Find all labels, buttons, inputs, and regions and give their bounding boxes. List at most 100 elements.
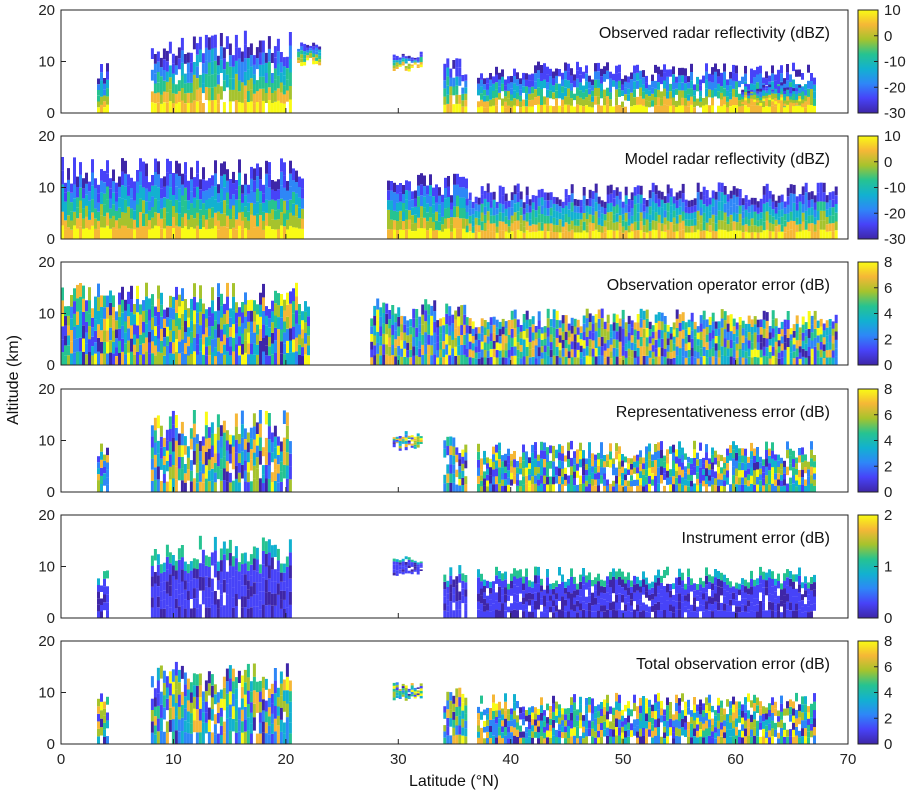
- heatmap-cell: [231, 55, 235, 67]
- heatmap-cell: [159, 76, 163, 86]
- heatmap-cell: [573, 74, 576, 81]
- heatmap-cell: [160, 198, 163, 209]
- heatmap-cell: [747, 100, 751, 104]
- heatmap-cell: [459, 228, 462, 239]
- heatmap-cell: [207, 459, 211, 471]
- heatmap-cell: [669, 205, 673, 214]
- heatmap-cell: [404, 440, 408, 444]
- heatmap-cell: [264, 93, 268, 103]
- heatmap-cell: [795, 91, 799, 94]
- heatmap-cell: [289, 160, 292, 174]
- heatmap-cell: [435, 220, 438, 230]
- heatmap-cell: [717, 485, 720, 492]
- heatmap-cell: [483, 206, 487, 215]
- heatmap-cell: [154, 326, 157, 336]
- heatmap-cell: [537, 206, 541, 215]
- heatmap-cell: [124, 321, 127, 333]
- heatmap-cell: [603, 329, 607, 337]
- heatmap-cell: [67, 227, 70, 239]
- heatmap-cell: [597, 309, 601, 319]
- heatmap-cell: [636, 339, 640, 348]
- heatmap-cell: [282, 464, 286, 479]
- heatmap-cell: [130, 208, 133, 219]
- heatmap-cell: [85, 205, 88, 217]
- heatmap-cell: [657, 198, 661, 207]
- heatmap-cell: [213, 482, 217, 492]
- colorbar-tick-label: 8: [884, 254, 892, 271]
- heatmap-cell: [477, 327, 481, 334]
- heatmap-cell: [198, 471, 202, 482]
- heatmap-cell: [127, 304, 130, 317]
- heatmap-cell: [265, 226, 268, 239]
- heatmap-cell: [180, 456, 184, 469]
- heatmap-cell: [168, 89, 172, 102]
- heatmap-cell: [225, 440, 229, 451]
- heatmap-cell: [241, 323, 244, 334]
- heatmap-cell: [678, 214, 682, 223]
- heatmap-cell: [441, 224, 444, 232]
- heatmap-cell: [133, 229, 136, 239]
- heatmap-cell: [606, 185, 610, 195]
- heatmap-cell: [402, 194, 405, 203]
- heatmap-cell: [588, 81, 591, 89]
- heatmap-cell: [615, 443, 618, 452]
- heatmap-cell: [312, 49, 316, 54]
- heatmap-cell: [606, 454, 609, 461]
- heatmap-cell: [789, 346, 793, 353]
- heatmap-cell: [771, 105, 774, 113]
- heatmap-cell: [151, 341, 154, 354]
- heatmap-cell: [450, 195, 453, 203]
- heatmap-cell: [576, 342, 580, 350]
- heatmap-cell: [528, 457, 531, 464]
- heatmap-cell: [238, 316, 241, 327]
- heatmap-cell: [645, 232, 649, 239]
- heatmap-cell: [816, 182, 820, 193]
- heatmap-cell: [522, 106, 525, 113]
- heatmap-cell: [207, 448, 211, 460]
- heatmap-cell: [267, 465, 271, 479]
- heatmap-cell: [552, 217, 556, 225]
- heatmap-cell: [465, 205, 469, 213]
- heatmap-cell: [726, 194, 730, 202]
- heatmap-cell: [510, 106, 513, 113]
- heatmap-cell: [130, 285, 133, 299]
- heatmap-cell: [540, 105, 543, 113]
- heatmap-cell: [549, 192, 553, 200]
- heatmap-cell: [747, 315, 751, 324]
- heatmap-cell: [735, 205, 739, 214]
- heatmap-cell: [771, 328, 775, 338]
- heatmap-cell: [621, 309, 625, 320]
- heatmap-cell: [214, 186, 217, 200]
- heatmap-cell: [771, 310, 775, 320]
- heatmap-cell: [85, 311, 88, 322]
- heatmap-cell: [789, 193, 793, 203]
- heatmap-cell: [771, 231, 775, 239]
- heatmap-cell: [307, 316, 310, 326]
- heatmap-cell: [768, 345, 772, 352]
- heatmap-cell: [594, 202, 598, 212]
- heatmap-cell: [597, 62, 600, 72]
- heatmap-cell: [750, 327, 754, 335]
- heatmap-cell: [696, 210, 700, 221]
- heatmap-cell: [220, 341, 223, 354]
- heatmap-cell: [699, 475, 702, 484]
- heatmap-cell: [729, 78, 732, 86]
- heatmap-cell: [492, 332, 496, 341]
- heatmap-cell: [64, 229, 67, 239]
- heatmap-cell: [756, 98, 760, 101]
- heatmap-cell: [153, 54, 157, 64]
- heatmap-cell: [666, 351, 670, 359]
- heatmap-cell: [223, 344, 226, 355]
- heatmap-cell: [495, 226, 499, 233]
- heatmap-cell: [426, 230, 429, 239]
- heatmap-cell: [753, 484, 756, 492]
- heatmap-cell: [301, 208, 304, 219]
- heatmap-cell: [448, 316, 452, 326]
- heatmap-cell: [513, 230, 517, 239]
- heatmap-cell: [762, 77, 765, 84]
- heatmap-cell: [447, 186, 450, 197]
- heatmap-cell: [100, 353, 103, 365]
- heatmap-cell: [822, 229, 826, 239]
- heatmap-cell: [546, 336, 550, 347]
- heatmap-cell: [747, 340, 751, 349]
